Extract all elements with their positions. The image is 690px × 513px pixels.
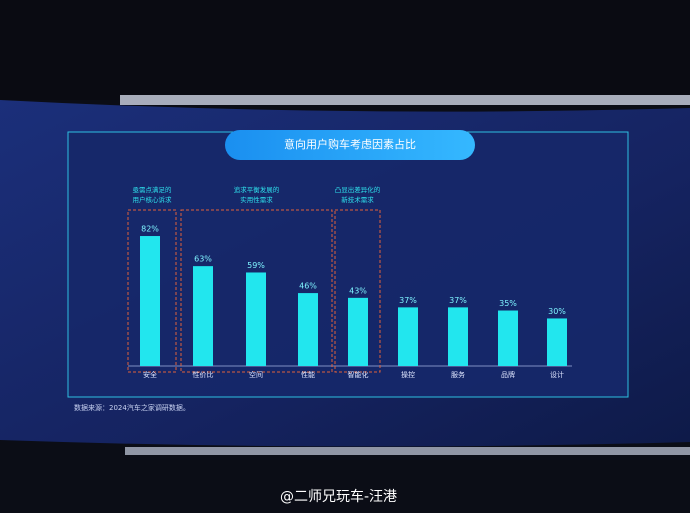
bar: [498, 310, 518, 366]
value-label: 37%: [399, 296, 417, 305]
group-annotation: 亟需点满足的: [133, 185, 173, 194]
group-annotation: 凸显出差异化的: [335, 185, 381, 194]
x-tick-label: 服务: [451, 370, 465, 379]
value-label: 35%: [499, 299, 517, 308]
bar: [298, 293, 318, 366]
bar: [348, 297, 368, 366]
title-pill: [225, 130, 475, 160]
bar: [246, 272, 266, 366]
chart-title: 意向用户购车考虑因素占比: [284, 137, 416, 151]
bar: [398, 307, 418, 366]
bar: [193, 266, 213, 366]
x-tick-label: 设计: [550, 370, 564, 379]
x-tick-label: 操控: [401, 370, 415, 379]
x-tick-label: 性能: [301, 370, 315, 379]
value-label: 59%: [247, 261, 265, 270]
value-label: 43%: [349, 286, 367, 295]
group-box: [180, 209, 333, 373]
source-note: 数据来源：2024汽车之家调研数据。: [74, 403, 190, 412]
group-box: [334, 209, 381, 373]
value-label: 82%: [141, 225, 159, 234]
group-annotation: 实用性需求: [240, 195, 273, 204]
bar: [448, 307, 468, 366]
value-label: 37%: [449, 296, 467, 305]
watermark: @二师兄玩车-汪港: [280, 488, 397, 505]
x-tick-label: 品牌: [501, 370, 515, 379]
x-tick-label: 性价比: [193, 370, 214, 379]
value-label: 30%: [548, 307, 566, 316]
group-annotation: 用户核心诉求: [133, 195, 173, 204]
group-annotation: 新技术需求: [341, 195, 374, 204]
value-label: 63%: [194, 255, 212, 264]
group-annotation: 追求平衡发展的: [234, 185, 280, 194]
stage-ceiling: [0, 0, 690, 100]
stage-light-strip: [120, 95, 690, 105]
bar: [140, 236, 160, 366]
bar: [547, 318, 567, 366]
stage-light-strip: [125, 447, 690, 455]
x-tick-label: 智能化: [348, 370, 369, 379]
x-tick-label: 安全: [143, 370, 157, 379]
x-tick-label: 空间: [249, 370, 263, 379]
value-label: 46%: [299, 282, 317, 291]
